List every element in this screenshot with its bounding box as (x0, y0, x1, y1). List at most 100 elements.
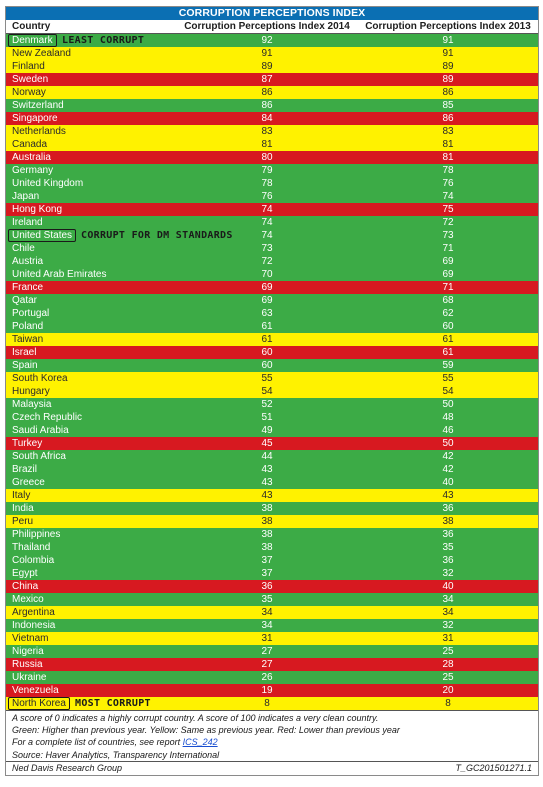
value-2013-cell: 81 (442, 152, 454, 163)
country-cell: Indonesia (6, 619, 176, 632)
value-2014-cell: 61 (261, 334, 273, 345)
value-2014-cell: 31 (261, 633, 273, 644)
country-cell: Ukraine (6, 671, 176, 684)
table-row: Taiwan 61 61 (6, 333, 538, 346)
table-row: Qatar 69 68 (6, 294, 538, 307)
country-name: United Arab Emirates (12, 269, 107, 280)
value-2013-cell: 81 (442, 139, 454, 150)
country-name: Canada (12, 139, 48, 150)
table-row: Venezuela 19 20 (6, 684, 538, 697)
country-name: Czech Republic (12, 412, 83, 423)
value-2013-cell: 25 (442, 672, 454, 683)
value-2014-cell: 60 (261, 360, 273, 371)
country-cell: Norway (6, 86, 176, 99)
country-cell: Qatar (6, 294, 176, 307)
note-report: For a complete list of countries, see re… (12, 736, 532, 748)
value-2013-cell: 75 (442, 204, 454, 215)
table-row: Ireland 74 72 (6, 216, 538, 229)
table-row: Greece 43 40 (6, 476, 538, 489)
value-2013-cell: 85 (442, 100, 454, 111)
country-cell: South Africa (6, 450, 176, 463)
value-2014-cell: 43 (261, 477, 273, 488)
value-2014-cell: 38 (261, 503, 273, 514)
value-2014-cell: 34 (261, 620, 273, 631)
value-2014-cell: 78 (261, 178, 273, 189)
value-2014-cell: 27 (261, 646, 273, 657)
value-2013-cell: 50 (442, 399, 454, 410)
value-2014-cell: 35 (261, 594, 273, 605)
country-name: Singapore (12, 113, 58, 124)
value-2014-cell: 86 (261, 100, 273, 111)
table-row: Germany 79 78 (6, 164, 538, 177)
value-2014-cell: 87 (261, 74, 273, 85)
value-2013-cell: 34 (442, 594, 454, 605)
country-name: Indonesia (12, 620, 56, 631)
country-name: Malaysia (12, 399, 52, 410)
country-name: Finland (12, 61, 45, 72)
country-name: United Kingdom (12, 178, 84, 189)
value-2014-cell: 63 (261, 308, 273, 319)
country-name: Portugal (12, 308, 50, 319)
row-annotation: MOST CORRUPT (75, 698, 151, 709)
country-cell: Brazil (6, 463, 176, 476)
table-row: United States CORRUPT FOR DM STANDARDS 74 7… (6, 229, 538, 242)
value-2014-cell: 72 (261, 256, 273, 267)
value-2013-cell: 40 (442, 581, 454, 592)
country-cell: Hungary (6, 385, 176, 398)
country-name: Thailand (12, 542, 51, 553)
value-2013-cell: 91 (442, 48, 454, 59)
table-row: Switzerland 86 85 (6, 99, 538, 112)
footer-credit: Ned Davis Research Group (12, 762, 123, 773)
country-name: Russia (12, 659, 43, 670)
table-row: South Africa 44 42 (6, 450, 538, 463)
country-cell: Greece (6, 476, 176, 489)
value-2013-cell: 32 (442, 620, 454, 631)
value-2013-cell: 89 (442, 61, 454, 72)
report-link[interactable]: ICS_242 (182, 737, 218, 748)
table-body: Denmark LEAST CORRUPT 92 91 New Zealand 91 91 F… (6, 34, 538, 710)
table-row: Spain 60 59 (6, 359, 538, 372)
note-report-prefix: For a complete list of countries, see re… (12, 737, 183, 748)
value-2013-cell: 71 (442, 243, 454, 254)
country-cell: India (6, 502, 176, 515)
table-row: Malaysia 52 50 (6, 398, 538, 411)
country-name: Greece (12, 477, 45, 488)
country-name: France (12, 282, 44, 293)
country-cell: Peru (6, 515, 176, 528)
footer-code: T_GC201501271.1 (455, 762, 532, 773)
table-row: United Arab Emirates 70 69 (6, 268, 538, 281)
value-2013-cell: 35 (442, 542, 454, 553)
table-row: Hungary 54 54 (6, 385, 538, 398)
country-cell: Switzerland (6, 99, 176, 112)
table-row: Singapore 84 86 (6, 112, 538, 125)
country-cell: Denmark LEAST CORRUPT (6, 34, 176, 47)
value-2013-cell: 43 (442, 490, 454, 501)
value-2013-cell: 36 (442, 529, 454, 540)
value-2013-cell: 42 (442, 464, 454, 475)
value-2013-cell: 40 (442, 477, 454, 488)
table-row: Brazil 43 42 (6, 463, 538, 476)
value-2013-cell: 69 (442, 269, 454, 280)
country-cell: United Kingdom (6, 177, 176, 190)
table-row: Australia 80 81 (6, 151, 538, 164)
country-name: Germany (12, 165, 54, 176)
table-row: Colombia 37 36 (6, 554, 538, 567)
value-2014-cell: 84 (261, 113, 273, 124)
value-2013-cell: 54 (442, 386, 454, 397)
table-row: Czech Republic 51 48 (6, 411, 538, 424)
value-2014-cell: 38 (261, 516, 273, 527)
value-2013-cell: 86 (442, 87, 454, 98)
note-source: Source: Haver Analytics, Transparency In… (12, 749, 220, 760)
country-cell: Turkey (6, 437, 176, 450)
value-2014-cell: 54 (261, 386, 273, 397)
value-2013-cell: 28 (442, 659, 454, 670)
country-cell: Philippines (6, 528, 176, 541)
value-2014-cell: 44 (261, 451, 273, 462)
value-2014-cell: 55 (261, 373, 273, 384)
value-2013-cell: 83 (442, 126, 454, 137)
country-cell: Malaysia (6, 398, 176, 411)
country-name: Brazil (12, 464, 38, 475)
value-2014-cell: 52 (261, 399, 273, 410)
country-cell: Egypt (6, 567, 176, 580)
value-2013-cell: 8 (445, 698, 451, 709)
